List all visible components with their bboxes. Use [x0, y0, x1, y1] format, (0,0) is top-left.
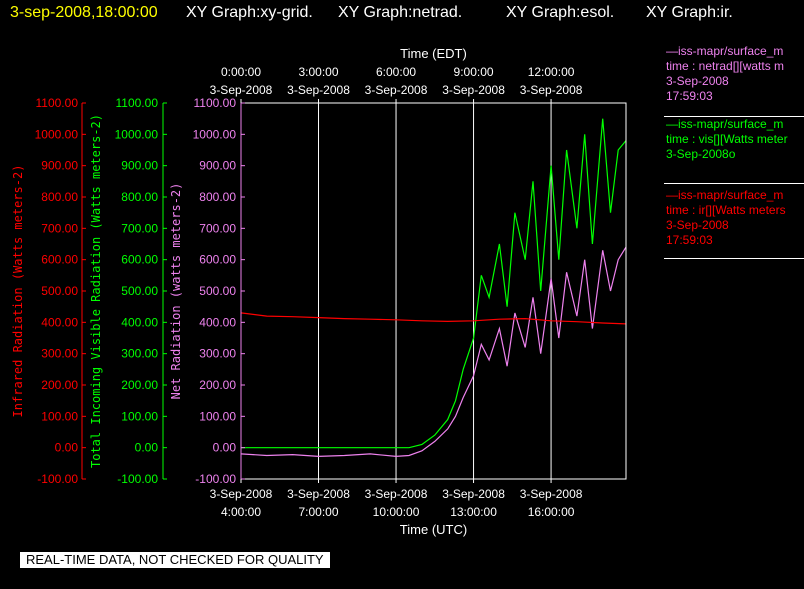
legend-line-text: time : netrad[][watts m — [666, 59, 785, 73]
title-ir: XY Graph:ir. — [646, 4, 733, 21]
x-top-tick-time: 3:00:00 — [298, 65, 338, 79]
y-axis-title: Total Incoming Visible Radiation (Watts … — [89, 114, 103, 468]
series-line — [241, 118, 627, 449]
legend-line-text: 3-Sep-2008 — [666, 74, 729, 88]
x-top-tick-date: 3-Sep-2008 — [287, 83, 350, 97]
x-bottom-tick-date: 3-Sep-2008 — [365, 487, 428, 501]
y-tick-label: 100.00 — [199, 409, 236, 423]
legend-separator — [664, 116, 804, 117]
y-tick-label: 900.00 — [199, 159, 236, 173]
x-top-tick-date: 3-Sep-2008 — [365, 83, 428, 97]
legend-line-text: 17:59:03 — [666, 89, 713, 103]
y-tick-label: 400.00 — [121, 315, 158, 329]
y-tick-label: 700.00 — [121, 221, 158, 235]
y-tick-label: 0.00 — [55, 441, 79, 455]
y-tick-label: 300.00 — [121, 347, 158, 361]
x-bottom-tick-time: 7:00:00 — [298, 505, 338, 519]
title-esol: XY Graph:esol. — [506, 4, 615, 21]
legend-line-text: 3-Sep-2008o — [666, 147, 736, 161]
legend-line-text: —iss-mapr/surface_m — [666, 188, 784, 202]
legend-line-text: time : ir[][Watts meters — [666, 203, 786, 217]
legend-separator — [664, 183, 804, 184]
y-tick-label: 1100.00 — [194, 96, 237, 110]
y-tick-label: 0.00 — [213, 441, 237, 455]
y-tick-label: 300.00 — [199, 347, 236, 361]
y-axis-title: Net Radiation (watts meters-2) — [169, 183, 183, 400]
y-tick-label: 200.00 — [121, 378, 158, 392]
y-tick-label: 400.00 — [41, 315, 78, 329]
x-top-tick-time: 12:00:00 — [528, 65, 575, 79]
legend-line-text: 17:59:03 — [666, 233, 713, 247]
x-bottom-axis-title: Time (UTC) — [400, 522, 467, 537]
y-tick-label: 200.00 — [41, 378, 78, 392]
quality-disclaimer: REAL-TIME DATA, NOT CHECKED FOR QUALITY — [20, 552, 330, 568]
series-line — [240, 246, 627, 458]
y-tick-label: 800.00 — [199, 190, 236, 204]
y-tick-label: 500.00 — [199, 284, 236, 298]
timestamp-title: 3-sep-2008,18:00:00 — [10, 4, 158, 21]
y-tick-label: 900.00 — [121, 159, 158, 173]
x-bottom-tick-date: 3-Sep-2008 — [442, 487, 505, 501]
y-axis-title: Infrared Radiation (Watts meters-2) — [11, 165, 25, 418]
x-top-axis-title: Time (EDT) — [400, 46, 467, 61]
x-bottom-tick-time: 16:00:00 — [528, 505, 575, 519]
x-top-tick-time: 0:00:00 — [221, 65, 261, 79]
y-tick-label: 1000.00 — [193, 127, 237, 141]
x-bottom-tick-date: 3-Sep-2008 — [210, 487, 273, 501]
y-tick-label: 1100.00 — [116, 96, 159, 110]
legend-line-text: —iss-mapr/surface_m — [666, 44, 784, 58]
x-bottom-tick-time: 4:00:00 — [221, 505, 261, 519]
title-xy-grid: XY Graph:xy-grid. — [186, 4, 313, 21]
legend-line-text: time : vis[][Watts meter — [666, 132, 788, 146]
y-tick-label: 700.00 — [41, 221, 78, 235]
x-bottom-tick-date: 3-Sep-2008 — [287, 487, 350, 501]
y-tick-label: 700.00 — [199, 221, 236, 235]
title-netrad: XY Graph:netrad. — [338, 4, 463, 21]
y-tick-label: 800.00 — [121, 190, 158, 204]
y-tick-label: -100.00 — [37, 472, 78, 486]
grid-lines — [318, 103, 552, 479]
y-tick-label: 600.00 — [41, 253, 78, 267]
x-top-tick-date: 3-Sep-2008 — [442, 83, 505, 97]
legend-ir: —iss-mapr/surface_m time : ir[][Watts me… — [666, 188, 804, 248]
legend-separator — [664, 258, 804, 259]
x-top-tick-date: 3-Sep-2008 — [520, 83, 583, 97]
y-tick-label: 1000.00 — [35, 127, 79, 141]
y-tick-label: 100.00 — [121, 409, 158, 423]
y-tick-label: 0.00 — [135, 441, 159, 455]
legend-vis: —iss-mapr/surface_m time : vis[][Watts m… — [666, 117, 804, 162]
y-tick-label: -100.00 — [117, 472, 158, 486]
y-tick-label: 100.00 — [41, 409, 78, 423]
legend-line-text: —iss-mapr/surface_m — [666, 117, 784, 131]
x-top-tick-time: 9:00:00 — [454, 65, 494, 79]
x-bottom-tick-time: 13:00:00 — [450, 505, 497, 519]
y-tick-label: 400.00 — [199, 315, 236, 329]
axes: 1100.00 1000.00 900.00 800.00 700.00 600.00 50… — [11, 46, 627, 537]
y-tick-label: 600.00 — [121, 253, 158, 267]
legend-netrad: —iss-mapr/surface_m time : netrad[][watt… — [666, 44, 804, 104]
x-bottom-tick-date: 3-Sep-2008 — [520, 487, 583, 501]
x-top-tick-date: 3-Sep-2008 — [210, 83, 273, 97]
y-tick-label: 300.00 — [41, 347, 78, 361]
y-tick-label: 500.00 — [121, 284, 158, 298]
y-tick-label: 500.00 — [41, 284, 78, 298]
y-tick-label: -100.00 — [195, 472, 236, 486]
y-tick-label: 900.00 — [41, 159, 78, 173]
series-line — [240, 312, 627, 325]
data-series — [240, 118, 627, 458]
x-top-tick-time: 6:00:00 — [376, 65, 416, 79]
y-tick-label: 200.00 — [199, 378, 236, 392]
legend-line-text: 3-Sep-2008 — [666, 218, 729, 232]
y-tick-label: 800.00 — [41, 190, 78, 204]
y-tick-label: 600.00 — [199, 253, 236, 267]
y-tick-label: 1100.00 — [36, 96, 79, 110]
y-tick-label: 1000.00 — [115, 127, 159, 141]
x-bottom-tick-time: 10:00:00 — [373, 505, 420, 519]
